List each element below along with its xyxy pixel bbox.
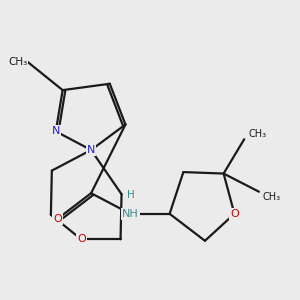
Text: CH₃: CH₃	[248, 129, 266, 139]
Text: O: O	[77, 234, 86, 244]
Text: H: H	[128, 190, 135, 200]
Text: N: N	[87, 145, 95, 155]
Text: CH₃: CH₃	[263, 192, 281, 202]
Text: O: O	[230, 209, 239, 219]
Text: CH₃: CH₃	[8, 57, 27, 67]
Text: NH: NH	[122, 209, 139, 219]
Text: N: N	[52, 126, 60, 136]
Text: O: O	[53, 214, 62, 224]
